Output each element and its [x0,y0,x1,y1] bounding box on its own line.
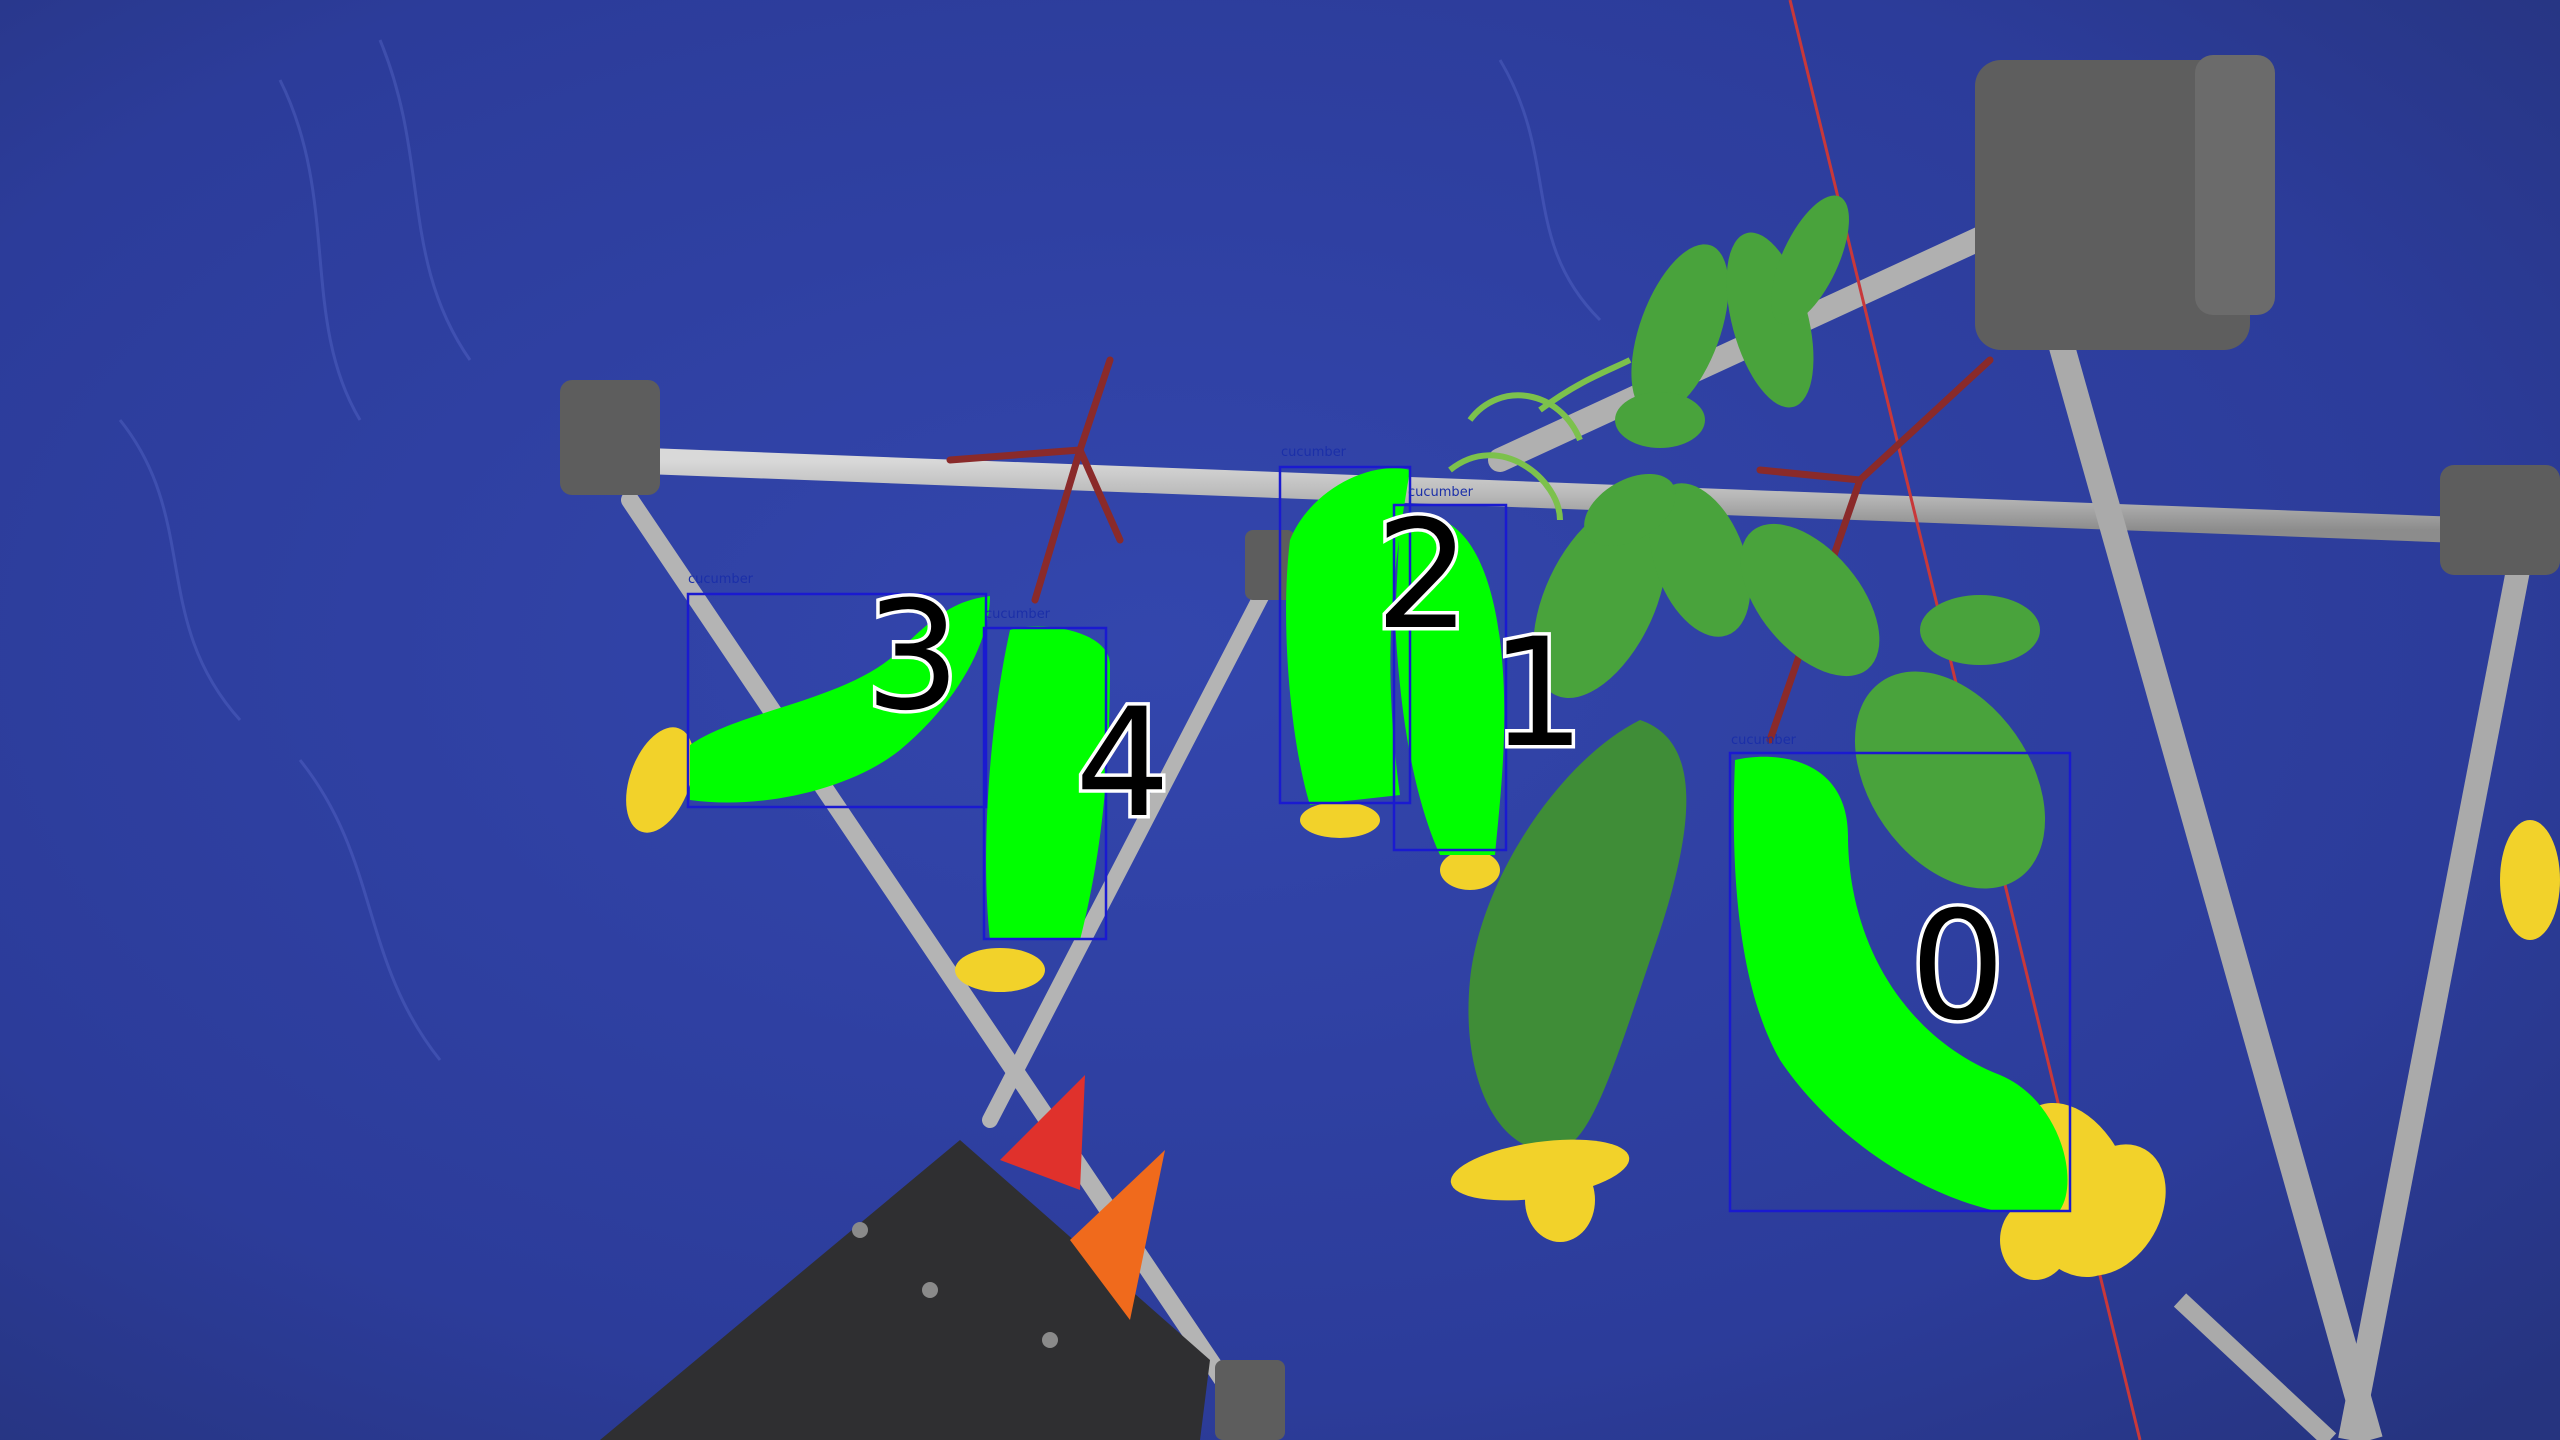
box-3-label: cucumber [688,572,754,587]
box-1 [1392,503,1508,852]
tendrils [1448,357,1632,521]
instance-id-3: 3 [865,570,960,744]
top-right-clamp-side [2195,55,2275,315]
lower-brace [2173,1293,2337,1440]
right-clamp [2440,465,2560,575]
instance-id-0: 0 [1910,880,2005,1054]
mask-4 [986,626,1110,940]
artificial-leaves [1533,195,2046,889]
far-right-leg [2338,557,2532,1440]
box-1-label: cucumber [1408,485,1474,500]
metal-frame [607,208,2532,1440]
left-clamp [560,380,660,495]
right-leg [2047,336,2383,1440]
box-2 [1278,465,1412,805]
mask-1 [1395,516,1505,855]
instance-id-4: 4 [1075,677,1170,851]
mask-3 [690,596,990,803]
backdrop-wrinkles [118,39,1602,1061]
middle-diagonal-bar [982,552,1288,1128]
frame-clamps [560,55,2560,1440]
unmasked-cucumber [1468,720,1687,1151]
top-right-clamp [1975,60,2250,350]
box-0 [1728,751,2072,1213]
instance-id-1: 1 [1490,607,1585,781]
bounding-boxes [686,465,2072,1213]
middle-clamp [1245,530,1295,600]
box-3 [686,592,988,809]
box-0-label: cucumber [1731,733,1797,748]
box-4 [982,626,1108,941]
bottom-clamp [1215,1360,1285,1440]
box-4-label: cucumber [985,607,1051,622]
box-2-label: cucumber [1281,445,1347,460]
segmentation-masks [690,468,2068,1212]
instance-id-2: 2 [1375,489,1470,663]
left-diagonal-bar [621,491,1259,1429]
mask-0 [1733,756,2068,1212]
mask-2 [1286,468,1410,805]
robot-gripper [600,1075,1210,1440]
top-bar [607,447,2473,543]
